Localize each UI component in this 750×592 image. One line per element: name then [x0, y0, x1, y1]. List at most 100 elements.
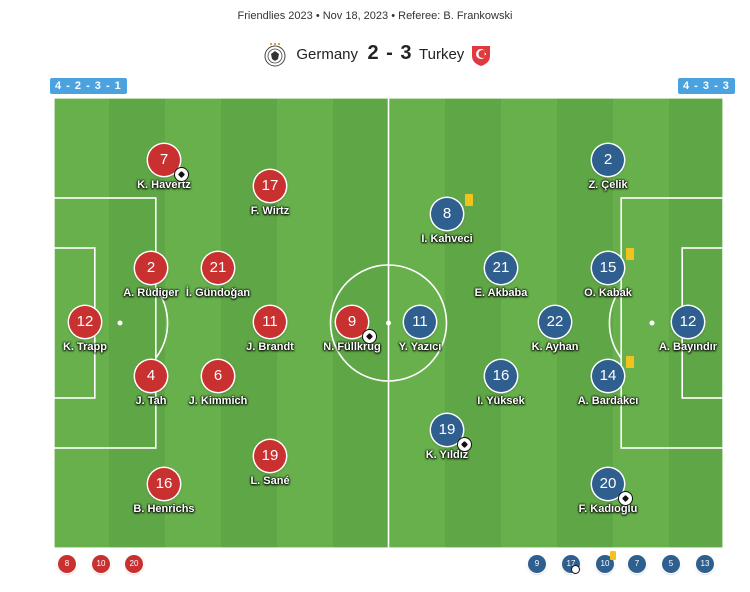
away-player[interactable]: 14 A. Bardakcı [553, 356, 663, 420]
home-player[interactable]: 9 N. Füllkrug [297, 306, 407, 366]
sub-number: 10 [600, 559, 610, 568]
home-player[interactable]: 4 J. Tah [96, 360, 206, 420]
away-player[interactable]: 21 E. Akbaba [446, 252, 556, 312]
player-name: F. Wirtz [250, 205, 290, 217]
player-number: 12 [672, 306, 704, 338]
sub-number: 5 [668, 559, 674, 568]
away-player[interactable]: 11 Y. Yazıcı [365, 306, 475, 366]
player-name: Z. Çelik [588, 179, 628, 191]
player-name: I. Kahveci [421, 233, 473, 245]
player-number: 20 [592, 468, 633, 506]
away-player[interactable]: 20 F. Kadıoğlu [553, 468, 663, 528]
player-number: 2 [592, 144, 624, 176]
home-player[interactable]: 2 A. Rüdiger [96, 252, 206, 312]
sub-number: 13 [700, 559, 710, 568]
away-subs: 9 17 10 7 5 13 [375, 551, 750, 575]
home-player[interactable]: 17 F. Wirtz [215, 170, 325, 230]
player-number: 14 [592, 356, 634, 392]
player-number: 16 [148, 468, 180, 500]
player-number: 8 [431, 194, 473, 230]
away-player[interactable]: 8 I. Kahveci [392, 194, 502, 258]
home-player[interactable]: 7 K. Havertz [109, 144, 219, 204]
pitch: 12 K. Trapp 2 A. Rüdiger 4 J. Tah 21 İ. Gündoğa… [53, 97, 724, 549]
sub-number: 7 [634, 559, 640, 568]
player-name: K. Havertz [137, 179, 191, 191]
away-player[interactable]: 19 K. Yıldız [392, 414, 502, 474]
home-sub-player[interactable]: 20 [125, 555, 143, 573]
player-name: K. Ayhan [531, 341, 579, 353]
player-name: K. Yıldız [425, 449, 469, 461]
pitch-markings [53, 97, 724, 549]
player-name: E. Akbaba [474, 287, 528, 299]
player-name: J. Tah [135, 395, 167, 407]
away-sub-player[interactable]: 17 [562, 555, 580, 574]
player-name: I. Yüksek [477, 395, 525, 407]
yellow-card-icon [626, 248, 634, 260]
player-number: 15 [592, 248, 634, 284]
goal-ball-icon [174, 167, 189, 182]
player-number: 11 [254, 306, 286, 338]
home-player[interactable]: 16 B. Henrichs [109, 468, 219, 528]
away-player[interactable]: 22 K. Ayhan [500, 306, 610, 366]
player-name: F. Kadıoğlu [578, 503, 638, 515]
sub-number: 8 [64, 559, 70, 568]
home-sub-player[interactable]: 10 [92, 555, 110, 573]
player-name: L. Sané [250, 475, 290, 487]
tff-crest-icon [472, 46, 490, 66]
player-name: J. Kimmich [188, 395, 248, 407]
player-number: 19 [431, 414, 472, 452]
yellow-card-icon [610, 551, 616, 560]
away-sub-player[interactable]: 13 [696, 555, 714, 573]
home-subs: 8 10 20 [0, 555, 375, 575]
player-number: 17 [254, 170, 286, 202]
player-name: İ. Gündoğan [185, 287, 251, 299]
home-team-name: Germany [296, 46, 358, 63]
pitch-stripes [53, 97, 724, 549]
player-name: A. Bayındır [658, 341, 718, 353]
player-number: 6 [202, 360, 234, 392]
player-number: 7 [148, 144, 189, 182]
away-player[interactable]: 15 O. Kabak [553, 248, 663, 312]
player-number: 19 [254, 440, 286, 472]
away-sub-player[interactable]: 10 [596, 551, 616, 573]
dfb-crest-icon [264, 43, 286, 67]
away-player[interactable]: 2 Z. Çelik [553, 144, 663, 204]
player-name: A. Rüdiger [123, 287, 179, 299]
player-number: 21 [202, 252, 234, 284]
scoreline: Germany 2 - 3 Turkey [0, 42, 750, 70]
player-name: O. Kabak [584, 287, 632, 299]
player-number: 11 [404, 306, 436, 338]
match-meta: Friendlies 2023 • Nov 18, 2023 • Referee… [237, 10, 513, 22]
away-player[interactable]: 12 A. Bayındır [633, 306, 743, 366]
player-number: 2 [135, 252, 167, 284]
player-name: N. Füllkrug [323, 341, 381, 353]
sub-number: 17 [566, 559, 576, 568]
home-player[interactable]: 6 J. Kimmich [163, 360, 273, 420]
score: 2 - 3 [367, 42, 413, 64]
player-number: 12 [69, 306, 101, 338]
player-name: Y. Yazıcı [398, 341, 442, 353]
goal-ball-icon [571, 565, 580, 574]
sub-number: 20 [129, 559, 139, 568]
home-player[interactable]: 12 K. Trapp [30, 306, 140, 366]
player-number: 9 [336, 306, 377, 344]
away-sub-player[interactable]: 5 [662, 555, 680, 573]
away-player[interactable]: 16 I. Yüksek [446, 360, 556, 420]
home-player[interactable]: 11 J. Brandt [215, 306, 325, 366]
player-number: 21 [485, 252, 517, 284]
away-sub-player[interactable]: 9 [528, 555, 546, 573]
sub-number: 10 [96, 559, 106, 568]
player-number: 16 [485, 360, 517, 392]
player-name: B. Henrichs [133, 503, 195, 515]
goal-ball-icon [362, 329, 377, 344]
goal-ball-icon [618, 491, 633, 506]
goal-ball-icon [457, 437, 472, 452]
home-player[interactable]: 19 L. Sané [215, 440, 325, 500]
home-sub-player[interactable]: 8 [58, 555, 76, 573]
home-formation-badge: 4 - 2 - 3 - 1 [50, 78, 127, 94]
away-team-name: Turkey [419, 46, 465, 63]
away-formation-badge: 4 - 3 - 3 [678, 78, 735, 94]
sub-number: 9 [534, 559, 540, 568]
away-sub-player[interactable]: 7 [628, 555, 646, 573]
home-player[interactable]: 21 İ. Gündoğan [163, 252, 273, 312]
